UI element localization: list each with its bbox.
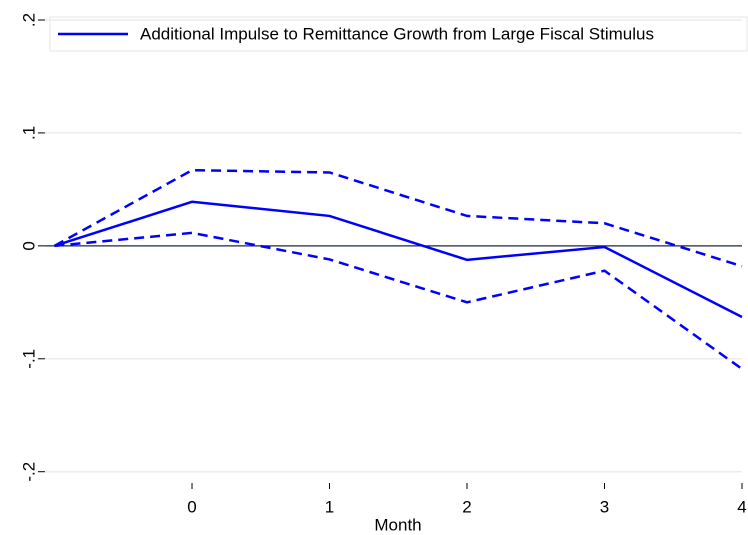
y-tick-label: .1 bbox=[19, 126, 38, 140]
legend-box bbox=[49, 16, 748, 52]
y-tick-label: -.2 bbox=[19, 462, 38, 482]
line-series bbox=[54, 200, 743, 319]
x-tick-label: 2 bbox=[462, 497, 471, 516]
y-tick-label: .2 bbox=[19, 13, 38, 27]
line-series bbox=[54, 231, 743, 370]
x-tick-label: 3 bbox=[600, 497, 609, 516]
y-tick-label: 0 bbox=[19, 241, 38, 250]
legend-label: Additional Impulse to Remittance Growth … bbox=[140, 24, 654, 43]
x-axis-label: Month bbox=[374, 515, 421, 534]
x-tick-label: 0 bbox=[187, 497, 196, 516]
x-tick-label: 1 bbox=[325, 497, 334, 516]
line-series bbox=[53, 168, 743, 268]
y-tick-label: -.1 bbox=[19, 349, 38, 369]
x-tick-label: 4 bbox=[737, 497, 746, 516]
